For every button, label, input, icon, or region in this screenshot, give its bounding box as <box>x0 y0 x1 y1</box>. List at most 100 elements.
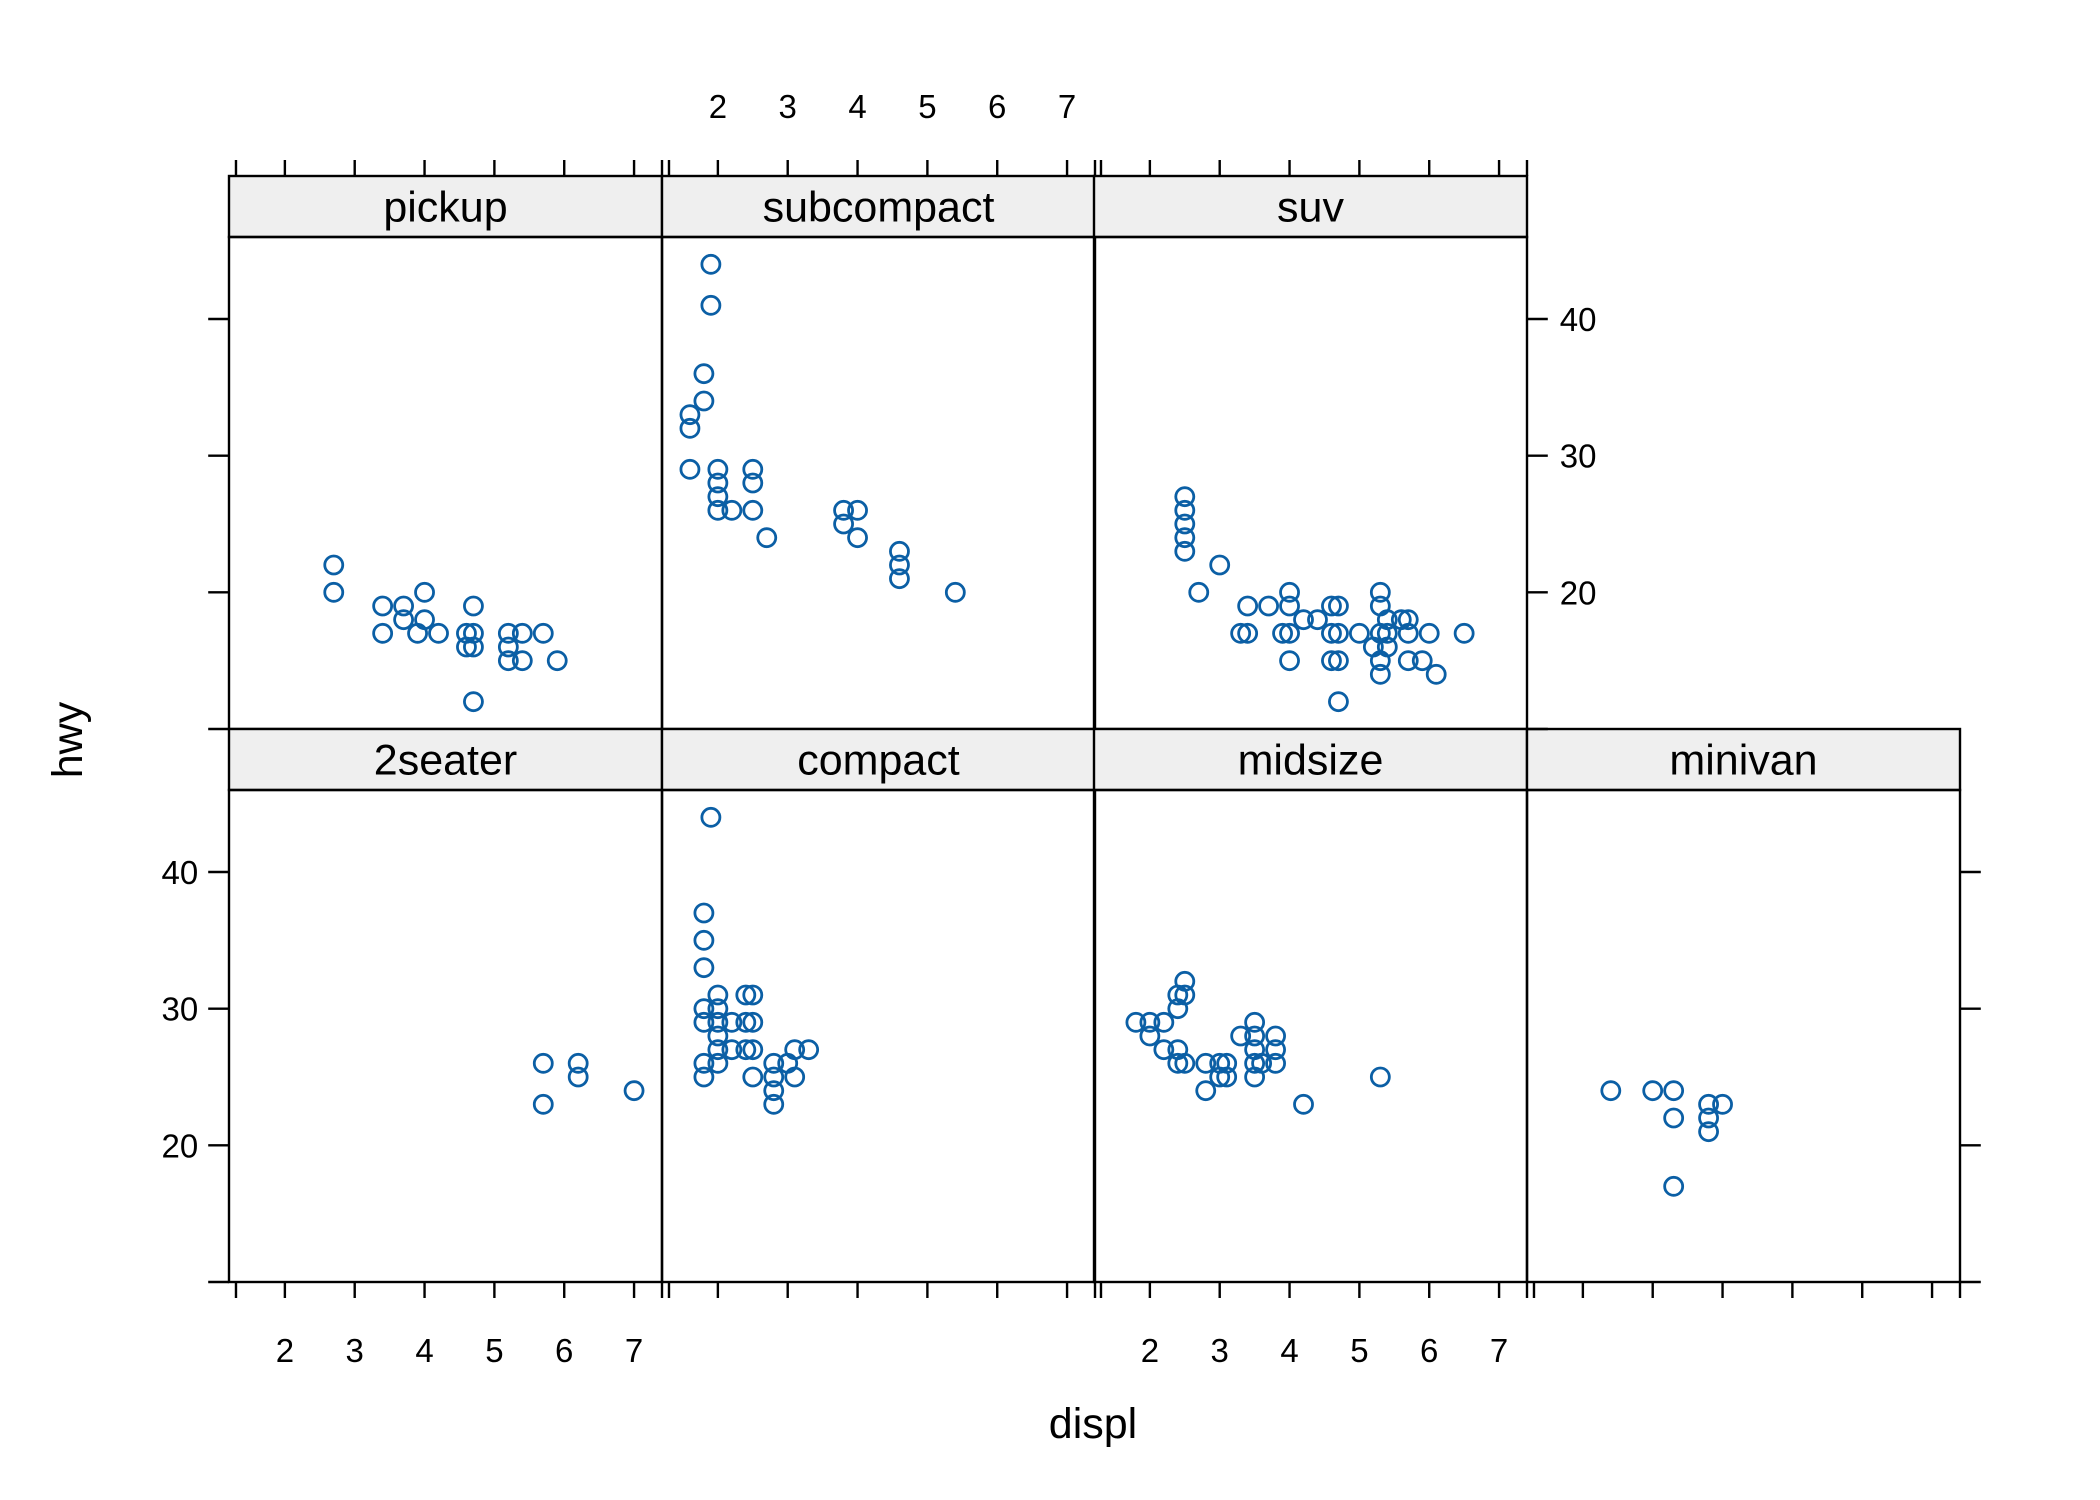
point-midsize <box>1153 1011 1175 1033</box>
point-pickup <box>497 636 519 658</box>
y-axis-row1-right <box>1960 870 1981 1284</box>
x-tick-label: 7 <box>625 1332 643 1369</box>
point-subcompact <box>679 404 701 426</box>
point-suv <box>1307 609 1328 631</box>
point-subcompact <box>707 458 729 480</box>
point-pickup <box>323 581 345 603</box>
point-suv <box>1376 622 1398 644</box>
strip-pickup <box>227 174 664 239</box>
point-midsize <box>1216 1052 1238 1074</box>
panels-layer: pickup subcompact suv 2seater compact midsize… <box>227 174 1962 1284</box>
point-suv <box>1279 581 1300 603</box>
point-minivan <box>1698 1121 1719 1143</box>
point-compact <box>707 1039 729 1061</box>
point-subcompact <box>693 390 715 412</box>
points-suv <box>1174 486 1475 713</box>
point-pickup <box>372 595 394 617</box>
x-tick-label: 6 <box>1420 1332 1438 1369</box>
point-compact <box>763 1093 785 1115</box>
x-tick-label: 6 <box>988 88 1006 125</box>
point-pickup <box>497 650 519 672</box>
point-suv <box>1174 486 1196 508</box>
point-suv <box>1321 622 1342 644</box>
point-compact <box>707 984 729 1006</box>
strip-label-suv: suv <box>1277 184 1344 232</box>
point-compact <box>707 998 729 1020</box>
x-tick-label: 4 <box>1280 1332 1298 1369</box>
point-pickup <box>323 554 345 576</box>
point-pickup <box>393 609 414 631</box>
point-subcompact <box>707 499 729 521</box>
point-minivan <box>1698 1107 1719 1129</box>
y-axis-row1-left: 20 30 40 <box>161 854 229 1284</box>
point-suv <box>1174 499 1196 521</box>
point-midsize <box>1195 1052 1217 1074</box>
strip-label-compact: compact <box>797 737 960 785</box>
y-axis-row0-right: 20 30 40 <box>1527 301 1597 731</box>
point-suv <box>1321 650 1342 672</box>
point-compact <box>784 1039 806 1061</box>
points-midsize <box>1125 970 1391 1115</box>
point-compact <box>798 1039 820 1061</box>
point-suv <box>1369 663 1391 685</box>
point-pickup <box>532 622 554 644</box>
point-compact <box>693 1011 715 1033</box>
point-subcompact <box>742 472 764 494</box>
point-midsize <box>1167 1052 1189 1074</box>
point-minivan <box>1663 1080 1685 1102</box>
point-suv <box>1425 663 1447 685</box>
point-2seater <box>532 1093 554 1115</box>
axes-layer: 2 3 4 5 6 7 2 3 4 5 6 7 2 3 4 5 6 7 20 30 40 20 30 40 <box>161 88 1981 1369</box>
y-tick-label: 20 <box>161 1127 198 1164</box>
panel-pickup: pickup <box>227 174 664 731</box>
point-pickup <box>546 650 568 672</box>
x-axis-title: displ <box>1049 1400 1137 1448</box>
panel-midsize: midsize <box>1092 727 1529 1284</box>
point-compact <box>721 1011 743 1033</box>
y-axis-title: hwy <box>44 701 92 778</box>
panel-2seater: 2seater <box>227 727 664 1284</box>
point-suv <box>1418 622 1440 644</box>
point-pickup <box>463 636 484 658</box>
point-suv <box>1397 609 1419 631</box>
point-minivan <box>1712 1093 1733 1115</box>
point-suv <box>1348 622 1370 644</box>
point-midsize <box>1251 1052 1273 1074</box>
point-midsize <box>1265 1039 1286 1061</box>
point-subcompact <box>700 294 722 316</box>
point-suv <box>1328 622 1349 644</box>
x-tick-label: 3 <box>346 1332 364 1369</box>
point-compact <box>763 1052 785 1074</box>
panel-compact: compact <box>660 727 1097 1284</box>
points-2seater <box>532 1052 645 1115</box>
x-axis-col1-bottom <box>667 1282 1097 1298</box>
point-compact <box>742 1011 764 1033</box>
point-suv <box>1174 527 1196 549</box>
point-midsize <box>1216 1066 1238 1088</box>
points-compact <box>693 806 820 1115</box>
strip-label-2seater: 2seater <box>374 737 517 785</box>
point-2seater <box>623 1080 645 1102</box>
point-compact <box>784 1066 806 1088</box>
point-subcompact <box>756 527 778 549</box>
point-midsize <box>1139 1011 1161 1033</box>
point-subcompact <box>847 527 868 549</box>
point-compact <box>742 984 764 1006</box>
strip-label-midsize: midsize <box>1238 737 1384 785</box>
point-subcompact <box>847 499 868 521</box>
point-suv <box>1397 650 1419 672</box>
point-suv <box>1328 691 1349 713</box>
point-compact <box>700 806 722 828</box>
y-axis-row0-left <box>208 317 229 731</box>
point-midsize <box>1153 1039 1175 1061</box>
point-compact <box>693 1052 715 1074</box>
point-compact <box>693 902 715 924</box>
point-subcompact <box>889 568 910 590</box>
point-midsize <box>1369 1066 1391 1088</box>
point-compact <box>735 1011 757 1033</box>
points-subcompact <box>679 253 966 603</box>
point-compact <box>742 1039 764 1061</box>
point-compact <box>721 1039 743 1061</box>
point-midsize <box>1230 1025 1252 1047</box>
point-subcompact <box>700 253 722 275</box>
